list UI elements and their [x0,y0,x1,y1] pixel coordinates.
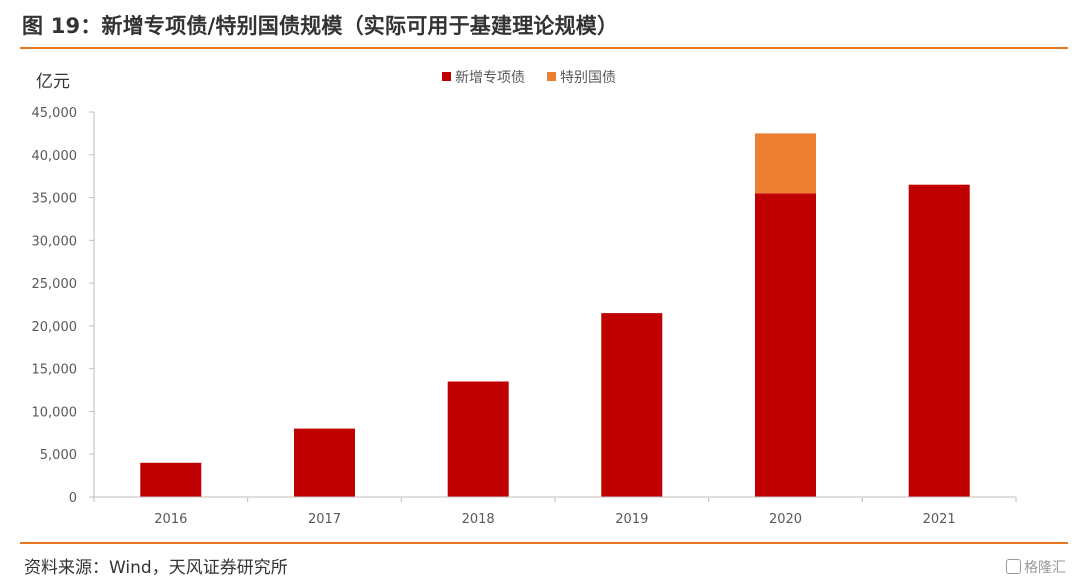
figure-title: 图 19：新增专项债/特别国债规模（实际可用于基建理论规模） [22,14,619,38]
y-tick-label: 10,000 [32,405,78,420]
legend-swatch [442,72,451,81]
y-axis-unit-label: 亿元 [36,72,70,92]
legend-label: 特别国债 [560,70,616,86]
title-divider [20,47,1068,49]
bar-chart: 亿元 新增专项债 特别国债 0 5,000 10,000 15,000 20,000 25,… [32,70,1017,527]
x-axis: 2016 2017 2018 2019 2020 2021 [93,496,1017,527]
x-tick-label: 2021 [923,512,956,527]
legend-label: 新增专项债 [455,70,525,86]
x-tick-label: 2017 [308,512,341,527]
source-divider [20,542,1068,544]
y-tick-label: 20,000 [32,320,78,335]
y-tick-label: 15,000 [32,363,78,378]
bar-special-treasury-2020 [755,133,816,194]
legend-swatch [547,72,556,81]
y-tick-label: 30,000 [32,234,78,249]
x-tick-label: 2016 [154,512,187,527]
x-tick-label: 2018 [462,512,495,527]
bar-special-bond-2017 [294,428,355,497]
y-tick-label: 35,000 [32,192,78,207]
chart-legend: 新增专项债 特别国债 [442,70,616,86]
bars-group [140,133,970,498]
bar-special-bond-2016 [140,462,202,497]
bar-special-bond-2018 [447,381,509,497]
watermark-text: 格隆汇 [1024,560,1066,576]
bar-special-bond-2020 [755,193,816,498]
bar-special-bond-2019 [601,313,663,497]
watermark: 格隆汇 [1006,557,1066,577]
x-tick-label: 2019 [615,512,648,527]
bar-special-bond-2021 [908,184,970,497]
y-tick-label: 40,000 [32,149,78,164]
y-tick-label: 5,000 [40,448,77,463]
watermark-logo-icon [1006,559,1021,574]
y-axis: 0 5,000 10,000 15,000 20,000 25,000 30,000 35,0… [32,106,95,506]
y-tick-label: 0 [69,491,77,506]
x-tick-label: 2020 [769,512,802,527]
source-note: 资料来源：Wind，天风证券研究所 [24,558,288,578]
y-tick-label: 45,000 [32,106,78,121]
y-tick-label: 25,000 [32,277,78,292]
